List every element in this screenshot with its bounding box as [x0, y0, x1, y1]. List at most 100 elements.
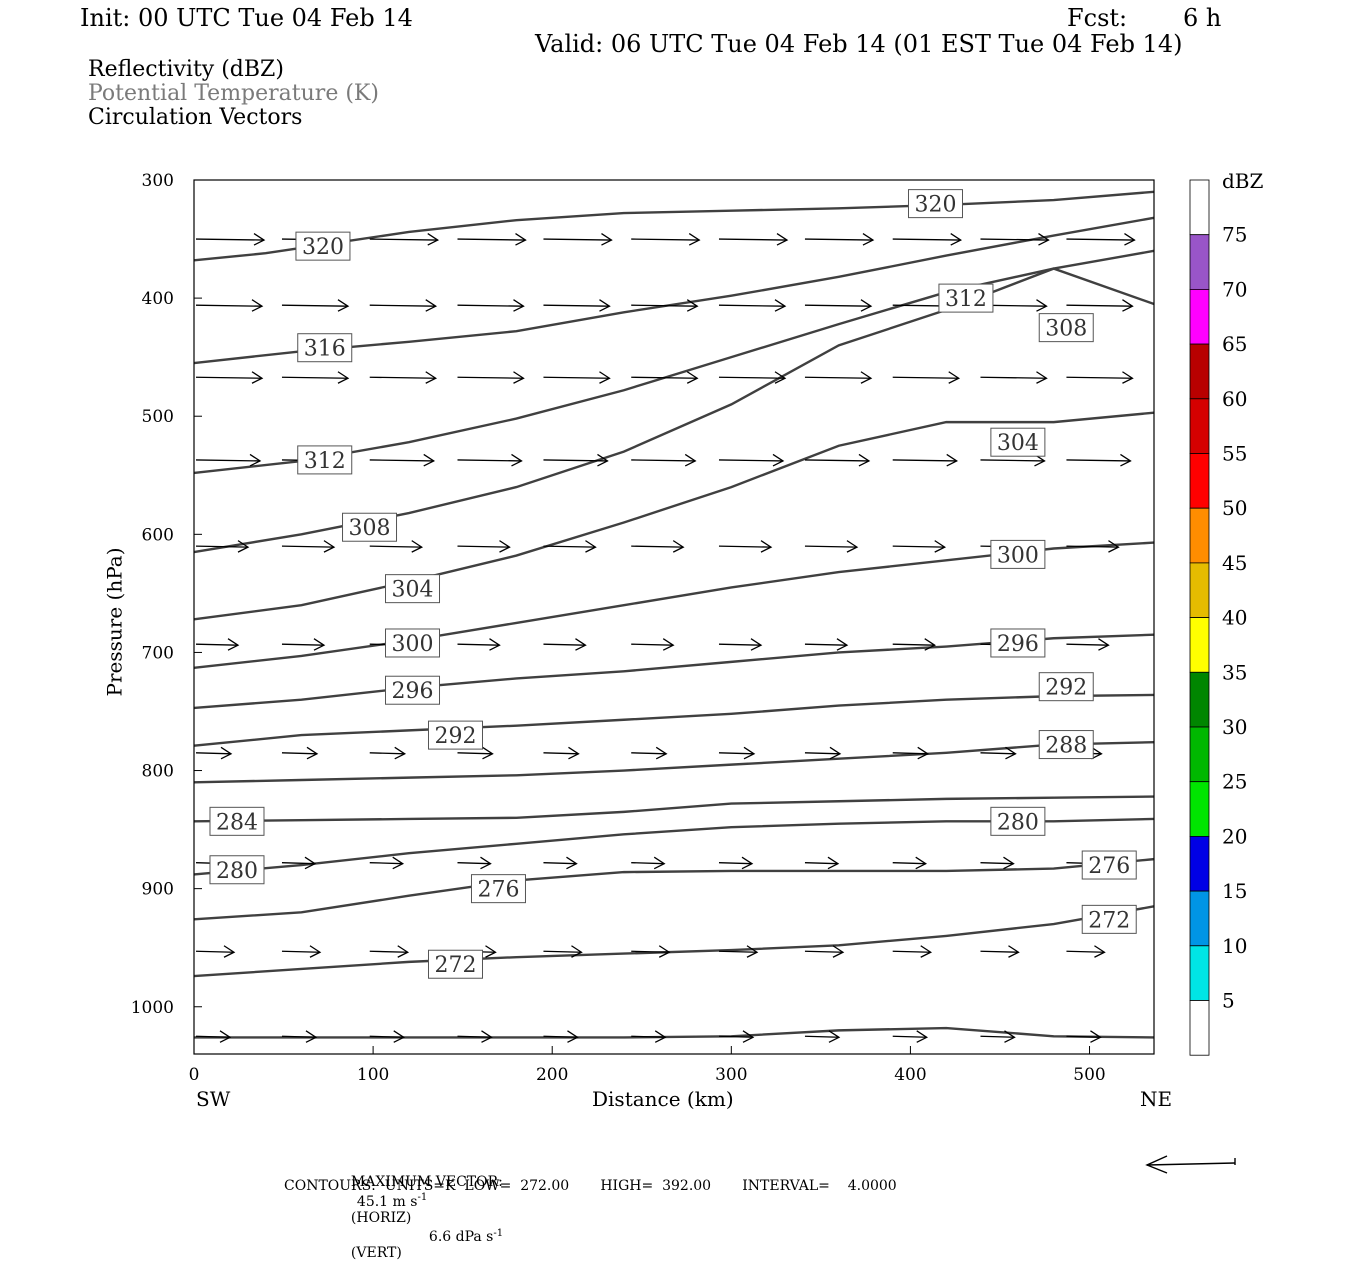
vector-head	[1003, 856, 1015, 870]
y-tick-label: 500	[142, 407, 174, 427]
circulation-vector	[369, 371, 438, 384]
vector-head	[249, 453, 262, 467]
contour-label-box	[990, 539, 1046, 569]
vector-head	[742, 1030, 755, 1043]
circulation-vector	[718, 371, 787, 384]
circulation-vector	[892, 540, 947, 553]
circulation-vector	[457, 233, 527, 246]
circulation-vector	[369, 540, 424, 553]
contour-label-text: 296	[392, 679, 434, 704]
contour-label: 272	[427, 949, 483, 979]
circulation-vector	[369, 299, 438, 312]
colorbar-label: 25	[1222, 770, 1247, 794]
contour-label-box	[385, 628, 441, 658]
vector-head	[772, 453, 785, 467]
vector-shaft	[457, 1035, 492, 1038]
circulation-vector	[281, 746, 319, 760]
colorbar-label: 60	[1222, 387, 1247, 411]
contour-label-box	[1038, 313, 1094, 343]
vector-shaft	[369, 752, 405, 755]
plot-frame	[193, 179, 1155, 1055]
contour-label: 304	[385, 574, 441, 604]
vector-shaft	[631, 545, 684, 548]
y-tick-label: 800	[142, 762, 174, 782]
vector-shaft	[195, 950, 235, 953]
vector-shaft	[980, 752, 1016, 755]
circulation-vector	[543, 299, 611, 312]
contour-label-text: 312	[304, 449, 346, 474]
vector-head	[601, 233, 613, 246]
circulation-vector	[543, 1030, 579, 1043]
vector-shaft	[1066, 459, 1131, 462]
contour-label-box	[990, 806, 1046, 836]
circulation-vector	[369, 856, 405, 870]
isentrope-line	[193, 216, 1155, 365]
contour-label-text: 300	[997, 543, 1039, 568]
vector-head	[482, 746, 494, 760]
circulation-vector	[804, 371, 873, 384]
colorbar-segment	[1189, 890, 1210, 947]
circulation-vector	[892, 371, 961, 384]
circulation-vector	[718, 540, 773, 553]
vector-shaft	[1066, 950, 1105, 953]
circulation-vector	[718, 453, 785, 467]
contour-label-text: 288	[1045, 734, 1087, 759]
circulation-vector	[369, 453, 436, 467]
circulation-vector	[980, 233, 1050, 246]
vector-shaft	[369, 304, 436, 307]
vector-head	[323, 540, 336, 553]
max-vector-horiz-tag: (HORIZ)	[350, 1209, 412, 1226]
contour-label: 292	[1038, 672, 1094, 702]
init-time: Init: 00 UTC Tue 04 Feb 14	[80, 4, 413, 32]
max-vector-horiz: 45.1 m s	[356, 1193, 418, 1210]
vector-shaft	[804, 643, 847, 646]
contour-label-text: 280	[216, 859, 258, 884]
x-tick-label: 300	[715, 1065, 747, 1085]
vector-head	[1108, 540, 1120, 553]
circulation-vector	[369, 945, 410, 958]
contour-label-box	[297, 333, 353, 363]
vector-shaft	[892, 545, 945, 548]
vector-shaft	[892, 862, 926, 865]
circulation-vector	[892, 453, 959, 467]
colorbar-label: 75	[1222, 223, 1247, 247]
circulation-vector	[195, 371, 264, 384]
vector-head	[672, 540, 685, 553]
vector-shaft	[543, 950, 582, 953]
colorbar-label: 20	[1222, 824, 1247, 848]
contour-label: 312	[938, 283, 994, 313]
colorbar-segment	[1189, 562, 1210, 619]
colorbar-label: 70	[1222, 277, 1247, 301]
vector-head	[1008, 945, 1020, 958]
x-tick-label: 0	[189, 1065, 200, 1085]
contour-label-text: 280	[997, 810, 1039, 835]
contour-label: 276	[470, 874, 526, 904]
circulation-vector	[369, 233, 440, 246]
colorbar-label: 35	[1222, 660, 1247, 684]
circulation-vector	[804, 453, 871, 467]
vector-head	[1090, 1030, 1102, 1043]
contour-label-box	[1081, 850, 1137, 880]
contour-label-text: 304	[392, 578, 434, 603]
vector-shaft	[631, 459, 696, 462]
vector-head	[653, 856, 666, 870]
contour-label: 292	[427, 720, 483, 750]
x-axis-left-end: SW	[196, 1087, 231, 1111]
vector-head	[304, 856, 317, 870]
circulation-vector	[543, 945, 583, 958]
circulation-vector	[892, 945, 933, 958]
contour-label: 300	[990, 539, 1046, 569]
contour-label-box	[990, 427, 1046, 457]
max-vector-vert: 6.6 dPa s	[428, 1229, 494, 1246]
vector-head	[828, 1030, 841, 1043]
contour-label-box	[938, 283, 994, 313]
contour-label-text: 320	[914, 193, 956, 218]
vector-shaft	[543, 752, 579, 755]
contour-label-box	[427, 949, 483, 979]
circulation-vector	[543, 453, 609, 467]
vector-shaft	[631, 950, 670, 953]
vector-head	[337, 371, 350, 384]
colorbar-label: 15	[1222, 879, 1247, 903]
forecast-hour: 6 h	[1183, 4, 1222, 32]
